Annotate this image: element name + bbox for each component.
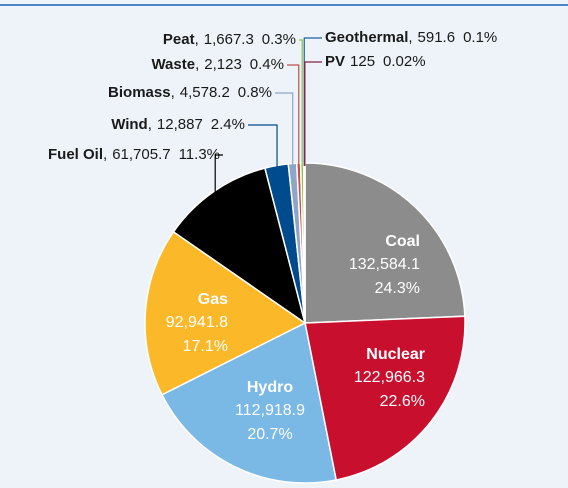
slice-name: Biomass [108,84,171,101]
slice-percent: 0.3% [262,31,296,48]
slice-name: Hydro [247,379,293,396]
slice-value: 2,123 [204,56,242,73]
name-suffix: , [408,29,412,46]
slice-value: 112,918.9 [235,402,305,419]
slice-label: PV 125 0.02% [325,53,426,70]
slice-percent: 0.8% [238,84,272,101]
slice-value: 132,584.1 [349,256,420,273]
slice-percent: 0.1% [463,29,497,46]
slice-percent: 0.4% [250,56,284,73]
slice-percent: 24.3% [375,280,420,297]
slice-name: Geothermal [325,29,408,46]
slice-percent: 2.4% [211,116,245,133]
name-suffix: , [171,84,175,101]
slice-percent: 11.3% [179,146,220,163]
slice-value: 12,887 [157,116,203,133]
slice-name: PV [325,53,345,70]
slice-value: 591.6 [418,29,456,46]
slice-percent: 22.6% [380,393,425,410]
leader-line [287,64,300,167]
slice-label: Wind, 12,887 2.4% [111,116,245,133]
slice-name: Fuel Oil [48,146,103,163]
leader-line [275,92,294,167]
slice-name: Waste [151,56,195,73]
name-suffix: , [195,56,199,73]
slice-name: Wind [111,116,148,133]
slice-name: Coal [385,233,420,250]
leader-line [214,154,223,195]
leader-line [248,124,278,169]
slice-label: Biomass, 4,578.2 0.8% [108,84,272,101]
leader-line [303,37,322,167]
leader-line [299,39,303,167]
slice-percent: 17.1% [183,338,228,355]
name-suffix: , [195,31,199,48]
slice-value: 122,966.3 [354,369,425,386]
pie-slice [160,321,338,484]
slice-label: Peat, 1,667.3 0.3% [163,31,296,48]
slice-value: 125 [350,53,375,70]
slice-value: 1,667.3 [204,31,254,48]
slice-value: 92,941.8 [166,314,228,331]
name-suffix: , [103,146,107,163]
slice-name: Peat [163,31,195,48]
name-suffix: , [148,116,152,133]
slice-label: Fuel Oil, 61,705.7 11.3% [48,146,220,163]
pie-slice [144,230,307,396]
slice-percent: 20.7% [247,426,292,443]
pie-slice [172,167,307,325]
pie-slice [304,315,466,481]
slice-percent: 0.02% [383,53,426,70]
pie-slice [304,162,466,324]
slice-label: Geothermal, 591.6 0.1% [325,29,497,46]
leader-line [304,61,322,166]
slice-value: 4,578.2 [180,84,230,101]
slice-name: Nuclear [366,346,425,363]
slice-label: Waste, 2,123 0.4% [151,56,284,73]
slice-value: 61,705.7 [112,146,170,163]
slice-name: Gas [198,291,228,308]
